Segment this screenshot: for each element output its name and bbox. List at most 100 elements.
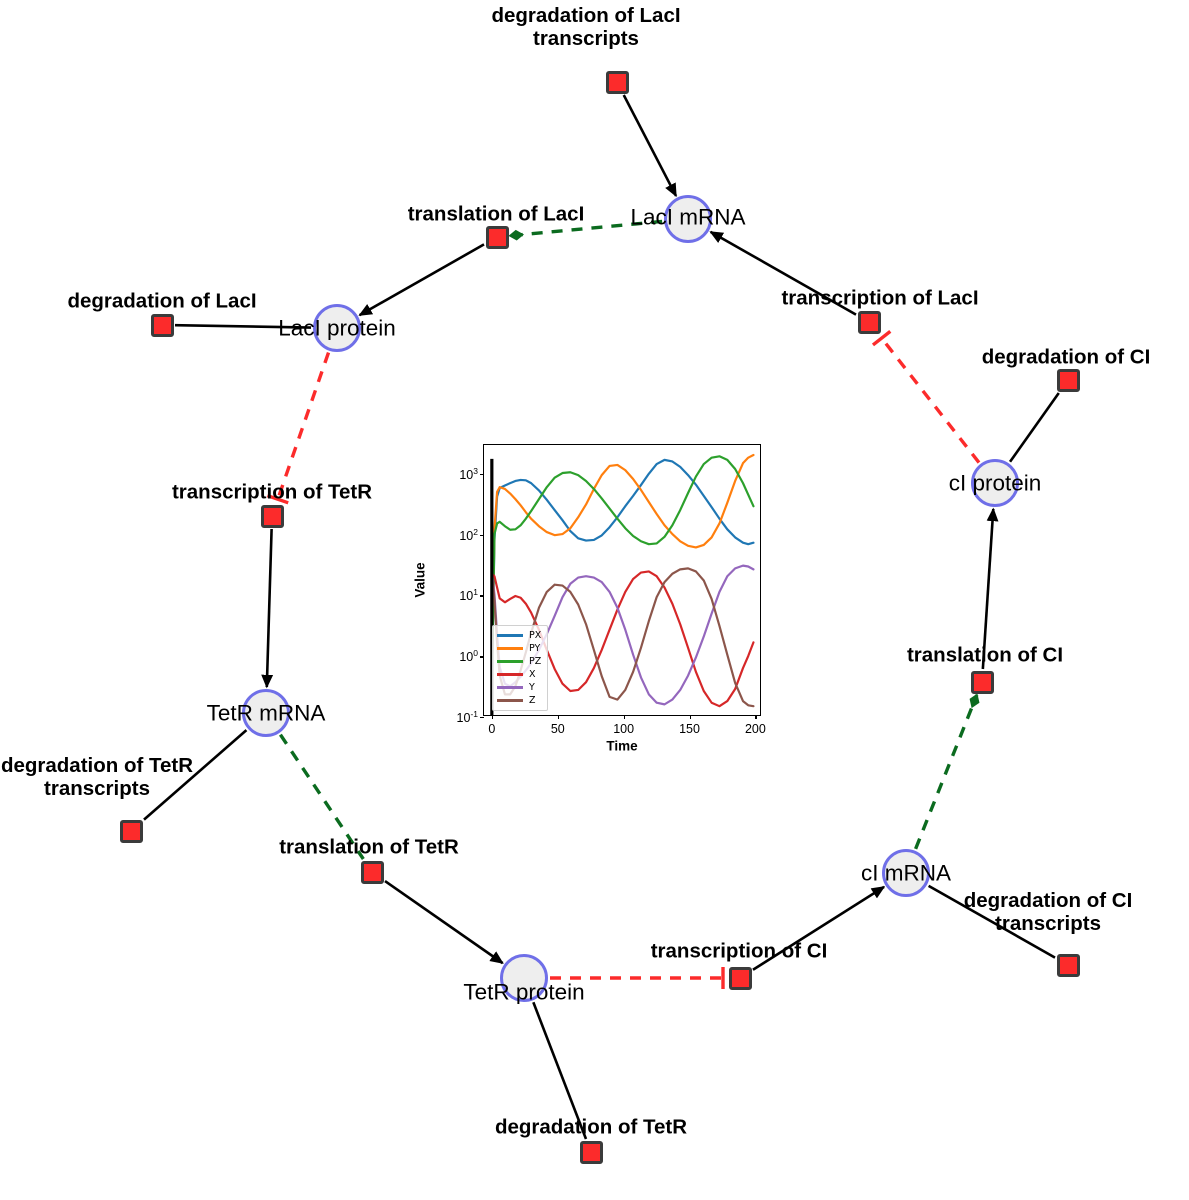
- reaction-node-translation_ci[interactable]: [970, 670, 994, 694]
- edge-deg_tetr_transcripts-to-tetr_mrna: [143, 729, 248, 821]
- y-tick-label: 100: [459, 648, 478, 665]
- species-label-ci_protein: cI protein: [948, 470, 1042, 496]
- reaction-node-deg_ci_transcripts[interactable]: [1056, 953, 1080, 977]
- edge-deg_ci_transcripts-to-ci_mrna: [927, 884, 1056, 959]
- reaction-label-deg_tetr_transcripts: degradation of TetR transcripts: [0, 754, 194, 800]
- y-tick-mark: [480, 534, 484, 537]
- species-label-laci_mrna: LacI mRNA: [630, 204, 746, 230]
- species-node-ci_mrna[interactable]: [882, 849, 930, 897]
- y-tick-label: 103: [459, 465, 478, 483]
- plot-axes: 10-1 100 101 102 103 0 50 100 150 200 PX PY PZ X Y Z: [457, 444, 766, 736]
- edge-deg_laci_transcripts-to-laci_mrna: [622, 94, 678, 198]
- x-tick-label: 200: [744, 722, 766, 736]
- species-node-tetr_protein[interactable]: [500, 954, 548, 1002]
- species-node-laci_mrna[interactable]: [664, 195, 712, 243]
- curve-PX: [490, 458, 755, 688]
- x-tick-mark: [689, 715, 691, 719]
- edge-laci_protein-to-transcription_tetr: [276, 352, 331, 500]
- timecourse-inset-plot: 10-1 100 101 102 103 0 50 100 150 200 PX PY PZ X Y Z …: [406, 428, 768, 762]
- x-tick-label: 0: [488, 722, 496, 736]
- reaction-label-deg_tetr: degradation of TetR: [494, 1115, 688, 1139]
- legend-swatch: [497, 660, 523, 663]
- reaction-node-transcription_ci[interactable]: [728, 966, 752, 990]
- legend-swatch: [497, 673, 523, 676]
- legend-label: X: [529, 669, 536, 680]
- legend-swatch: [497, 699, 523, 702]
- reaction-node-deg_laci[interactable]: [150, 313, 174, 337]
- reaction-node-deg_tetr[interactable]: [579, 1140, 603, 1164]
- reaction-label-deg_ci: degradation of CI: [981, 345, 1151, 369]
- reaction-node-transcription_laci[interactable]: [857, 310, 881, 334]
- x-tick-mark: [755, 715, 757, 719]
- x-tick-mark: [557, 715, 560, 719]
- curve-PZ: [490, 455, 755, 688]
- legend-swatch: [497, 647, 523, 650]
- reaction-node-translation_laci[interactable]: [485, 225, 509, 249]
- legend-item-Y: Y: [497, 681, 541, 694]
- reaction-node-transcription_tetr[interactable]: [260, 504, 284, 528]
- x-tick-label: 150: [679, 722, 700, 736]
- reaction-node-translation_tetr[interactable]: [360, 860, 384, 884]
- curve-X: [490, 570, 755, 708]
- x-tick-mark: [491, 715, 494, 719]
- reaction-label-translation_ci: translation of CI: [906, 643, 1064, 667]
- y-tick-label: 102: [459, 526, 478, 543]
- edge-transcription_tetr-to-tetr_mrna: [261, 528, 274, 689]
- legend-label: PY: [529, 643, 541, 654]
- species-label-tetr_protein: TetR protein: [463, 979, 585, 1005]
- y-tick-mark: [480, 595, 484, 597]
- legend-label: Y: [529, 682, 535, 693]
- edge-translation_laci-to-laci_protein: [358, 243, 485, 317]
- x-tick-label: 50: [550, 722, 565, 736]
- legend-label: PZ: [529, 656, 542, 667]
- legend-swatch: [497, 634, 523, 637]
- reaction-node-deg_ci[interactable]: [1056, 368, 1080, 392]
- inhibition-bar-transcription_tetr: [266, 494, 289, 505]
- reaction-label-deg_ci_transcripts: degradation of CI transcripts: [963, 889, 1133, 935]
- edge-translation_tetr-to-tetr_protein: [384, 879, 504, 965]
- edge-ci_protein-to-transcription_laci: [880, 337, 981, 464]
- y-tick-label: 101: [459, 587, 478, 604]
- species-node-laci_protein[interactable]: [313, 304, 361, 352]
- y-tick-label: 10-1: [456, 708, 478, 726]
- reaction-label-transcription_laci: transcription of LacI: [781, 286, 979, 310]
- x-tick-label: 100: [613, 722, 635, 736]
- y-axis-label: Value: [412, 562, 428, 598]
- y-tick-mark: [480, 717, 484, 719]
- edge-deg_laci-to-laci_protein: [174, 323, 312, 329]
- curve-PY: [490, 453, 755, 688]
- species-label-laci_protein: LacI protein: [278, 315, 396, 341]
- species-node-ci_protein[interactable]: [971, 459, 1019, 507]
- species-node-tetr_mrna[interactable]: [242, 689, 290, 737]
- legend-label: Z: [529, 695, 536, 706]
- legend-item-Z: Z: [497, 694, 541, 707]
- y-tick-mark: [480, 656, 484, 658]
- edge-tetr_mrna-to-translation_tetr: [279, 733, 365, 860]
- legend-item-PX: PX: [497, 629, 541, 642]
- species-label-tetr_mrna: TetR mRNA: [206, 700, 326, 726]
- edge-transcription_ci-to-ci_mrna: [752, 885, 886, 971]
- y-tick-mark: [480, 473, 484, 476]
- edge-transcription_laci-to-laci_mrna: [709, 230, 857, 316]
- reaction-label-deg_laci: degradation of LacI: [67, 289, 257, 313]
- legend-item-PZ: PZ: [497, 655, 541, 668]
- reaction-node-deg_tetr_transcripts[interactable]: [119, 819, 143, 843]
- edge-translation_ci-to-ci_protein: [981, 507, 999, 670]
- legend-item-X: X: [497, 668, 541, 681]
- reaction-label-translation_laci: translation of LacI: [407, 202, 585, 226]
- reaction-label-deg_laci_transcripts: degradation of LacI transcripts: [491, 4, 681, 50]
- legend-swatch: [497, 686, 523, 689]
- edge-deg_tetr-to-tetr_protein: [532, 1001, 588, 1140]
- edge-laci_mrna-to-translation_laci: [508, 219, 663, 241]
- species-label-ci_mrna: cI mRNA: [861, 860, 951, 886]
- x-axis-label: Time: [606, 738, 638, 754]
- reaction-node-deg_laci_transcripts[interactable]: [605, 70, 629, 94]
- inhibition-bar-transcription_laci: [871, 330, 892, 347]
- x-tick-mark: [623, 715, 626, 719]
- legend-item-PY: PY: [497, 642, 541, 655]
- reaction-label-transcription_tetr: transcription of TetR: [171, 480, 373, 504]
- reaction-label-transcription_ci: transcription of CI: [650, 939, 828, 963]
- edge-deg_ci-to-ci_protein: [1008, 392, 1060, 463]
